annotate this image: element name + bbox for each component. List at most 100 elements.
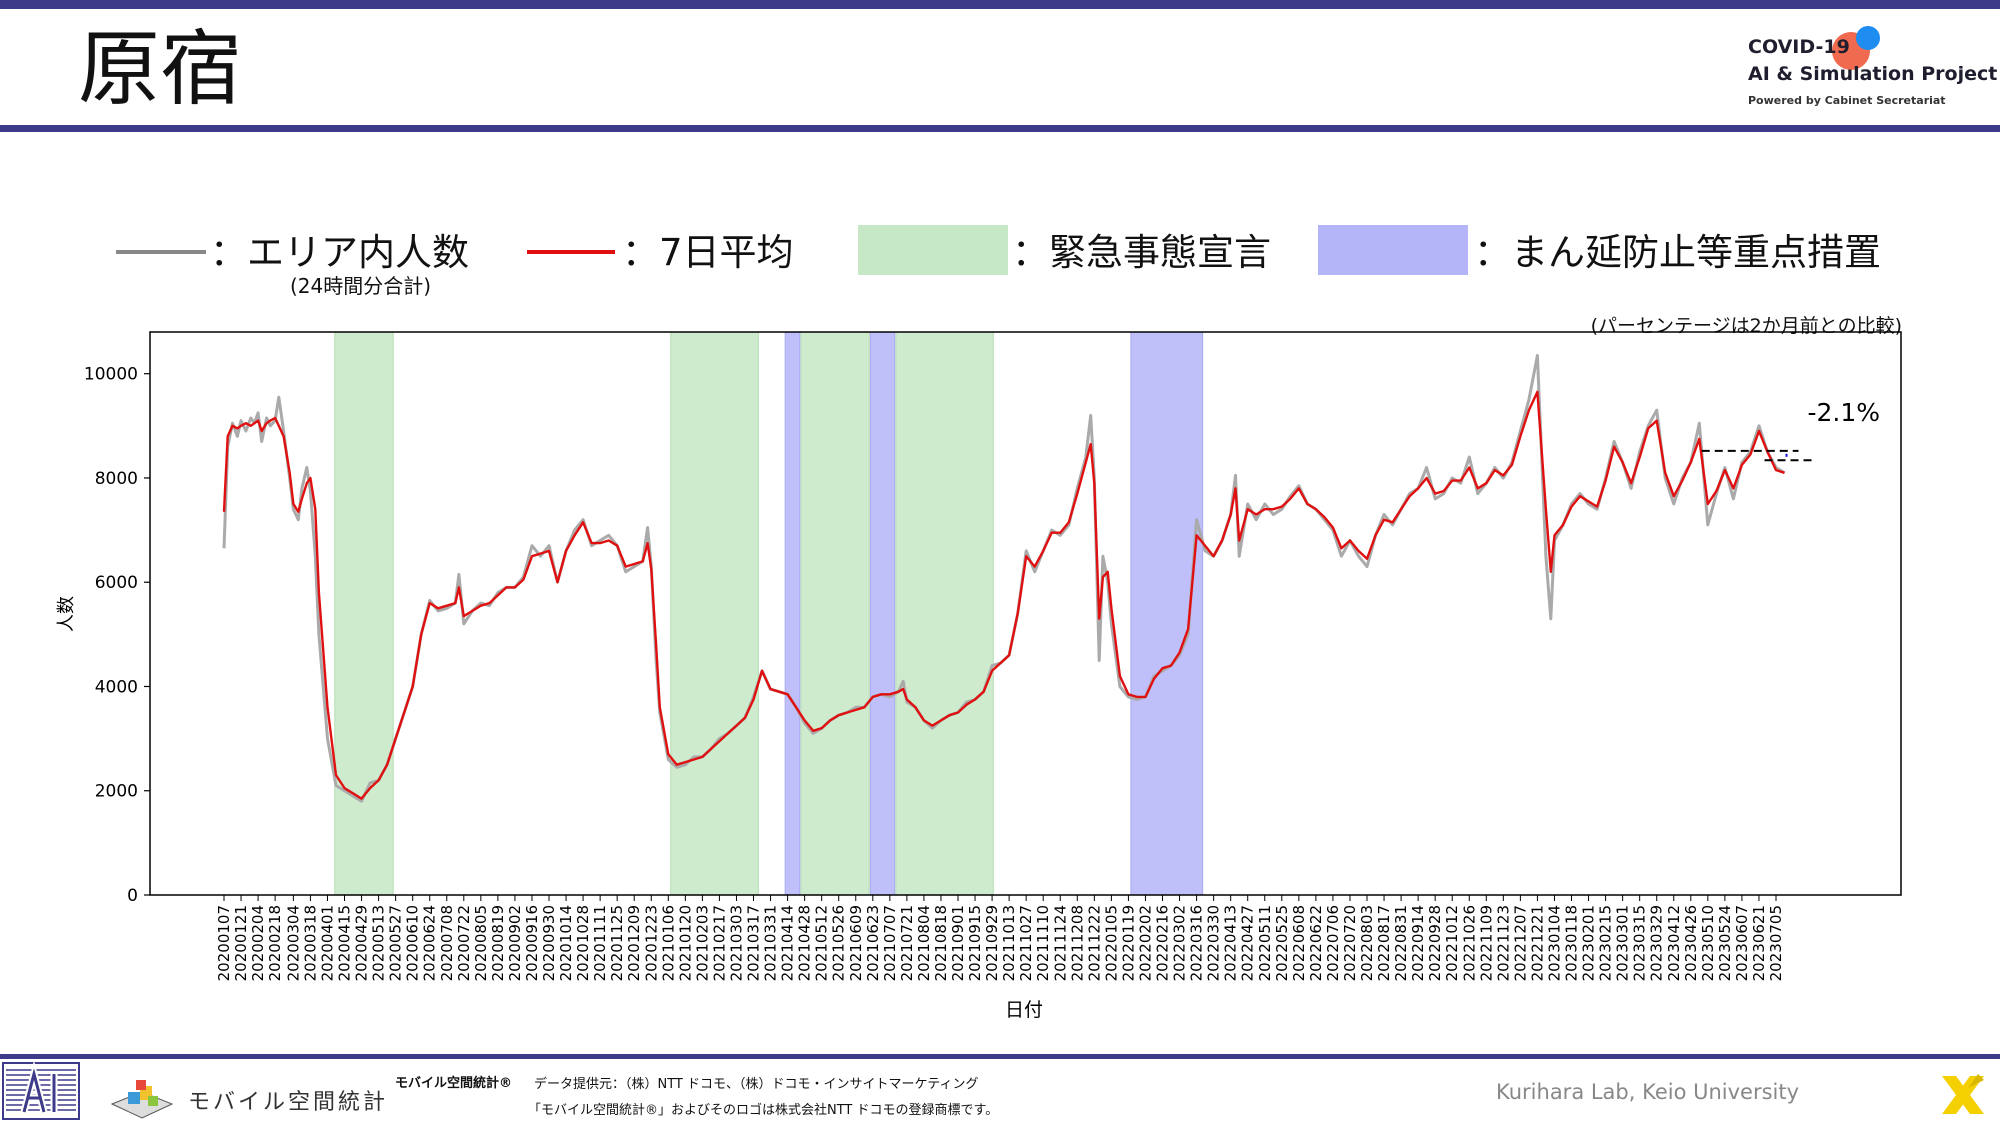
x-tick-label: 20200204 — [249, 905, 267, 981]
x-tick-label: 20200415 — [336, 905, 354, 981]
brand-blue-dot — [1856, 26, 1880, 50]
x-tick-label: 20230510 — [1699, 905, 1717, 981]
period-band-1 — [670, 331, 759, 896]
x-tick-label: 20201209 — [625, 905, 643, 981]
plot-frame — [149, 331, 1902, 896]
period-band-6 — [1130, 331, 1204, 896]
x-tick-label: 20210804 — [915, 905, 933, 981]
x-tick-label: 20211027 — [1017, 905, 1035, 981]
legend-label-area-count: ：エリア内人数 — [210, 231, 469, 274]
mobile-stats-cube-icon — [110, 1080, 174, 1119]
x-tick-label: 20210707 — [881, 905, 899, 981]
x-tick-label: 20200218 — [266, 905, 284, 981]
brand-line3: Powered by Cabinet Secretariat — [1748, 94, 1946, 107]
x-tick-label: 20230118 — [1563, 905, 1581, 981]
series-line-area-count — [222, 354, 1786, 803]
x-tick-label: 20201223 — [642, 905, 660, 981]
x-tick-label: 20230315 — [1631, 905, 1649, 981]
x-tick-label: 20230607 — [1733, 905, 1751, 981]
ai-lab-logo-icon — [2, 1062, 80, 1120]
y-tick-label: 8000 — [95, 469, 138, 489]
x-tick-label: 20220216 — [1154, 905, 1172, 981]
x-tick-label: 20210317 — [745, 905, 763, 981]
legend-label-emergency: ：緊急事態宣言 — [1012, 231, 1271, 274]
x-tick-label: 20200610 — [404, 905, 422, 981]
mobile-stats-logo-text: モバイル空間統計 — [188, 1090, 389, 1115]
legend-swatch-7day-avg — [527, 250, 615, 254]
y-tick-label: 4000 — [95, 677, 138, 697]
x-tick-label: 20200819 — [489, 905, 507, 981]
x-tick-label: 20220803 — [1358, 905, 1376, 981]
series-lines — [222, 354, 1786, 803]
x-tick-label: 20210512 — [813, 905, 831, 981]
x-tick-label: 20221207 — [1511, 905, 1529, 981]
x-axis-label: 日付 — [1005, 999, 1043, 1021]
x-tick-label: 20210901 — [949, 905, 967, 981]
period-band-3 — [800, 331, 870, 896]
x-tick-label: 20200107 — [215, 905, 233, 981]
x-tick-label: 20221221 — [1528, 905, 1546, 981]
x-tick-label: 20230426 — [1682, 905, 1700, 981]
footer-trademark: 「モバイル空間統計®」およびそのロゴは株式会社NTT ドコモの登録商標です。 — [528, 1103, 999, 1118]
period-band-4 — [869, 331, 896, 896]
period-bands — [334, 331, 1204, 896]
x-tick-label: 20220608 — [1290, 905, 1308, 981]
footer-mobile-stats-title: モバイル空間統計® — [395, 1076, 513, 1091]
x-tick-label: 20200722 — [455, 905, 473, 981]
y-axis: 0 2000 4000 6000 8000 10000 — [84, 365, 150, 906]
footer-data-provider: データ提供元：（株）NTT ドコモ、（株）ドコモ・インサイトマーケティング — [534, 1077, 979, 1092]
x-tick-label: 20210526 — [830, 905, 848, 981]
x-tick-label: 20211124 — [1051, 905, 1069, 981]
x-tick-label: 20210915 — [966, 905, 984, 981]
top-accent-bar — [0, 0, 2000, 9]
x-tick-label: 20220427 — [1239, 905, 1257, 981]
period-band-0 — [334, 331, 394, 896]
x-tick-label: 20220914 — [1409, 905, 1427, 981]
x-tick-label: 20210609 — [847, 905, 865, 981]
footer-lab-name: Kurihara Lab, Keio University — [1496, 1080, 1800, 1104]
x-tick-label: 20211110 — [1034, 905, 1052, 981]
x-tick-label: 20230621 — [1750, 905, 1768, 981]
x-tick-label: 20230412 — [1665, 905, 1683, 981]
x-logo-icon — [1942, 1074, 1984, 1114]
legend-label-priority: ：まん延防止等重点措置 — [1474, 231, 1881, 274]
x-tick-label: 20211013 — [1000, 905, 1018, 981]
x-tick-label: 20220316 — [1188, 905, 1206, 981]
legend-label-7day-avg: ：7日平均 — [622, 231, 794, 274]
x-tick-label: 20201028 — [574, 905, 592, 981]
x-tick-label: 20210414 — [779, 905, 797, 981]
x-tick-label: 20230215 — [1597, 905, 1615, 981]
x-tick-label: 20200121 — [232, 905, 250, 981]
x-tick-label: 20220105 — [1102, 905, 1120, 981]
x-tick-label: 20220831 — [1392, 905, 1410, 981]
y-tick-label: 0 — [127, 886, 138, 906]
x-tick-label: 20220511 — [1256, 905, 1274, 981]
x-tick-label: 20200624 — [421, 905, 439, 981]
x-tick-label: 20210721 — [898, 905, 916, 981]
x-tick-label: 20220119 — [1119, 905, 1137, 981]
legend-swatch-emergency — [858, 225, 1008, 275]
x-tick-label: 20200805 — [472, 905, 490, 981]
period-band-2 — [784, 331, 801, 896]
x-tick-label: 20230301 — [1614, 905, 1632, 981]
comparison-annotation: -2.1% — [1701, 398, 1880, 462]
x-tick-label: 20201125 — [608, 905, 626, 981]
x-tick-label: 20221123 — [1494, 905, 1512, 981]
period-band-5 — [895, 331, 994, 896]
x-tick-label: 20200902 — [506, 905, 524, 981]
y-tick-label: 6000 — [95, 573, 138, 593]
series-line-7day-avg — [222, 390, 1785, 800]
footer-divider-bar — [0, 1054, 2000, 1059]
x-tick-label: 20210623 — [864, 905, 882, 981]
y-tick-label: 10000 — [84, 365, 138, 385]
x-tick-label: 20230329 — [1648, 905, 1666, 981]
x-tick-label: 20210428 — [796, 905, 814, 981]
x-tick-label: 20221109 — [1477, 905, 1495, 981]
x-tick-label: 20220525 — [1273, 905, 1291, 981]
x-tick-label: 20230705 — [1767, 905, 1785, 981]
page-title: 原宿 — [78, 22, 243, 117]
x-tick-label: 20200930 — [540, 905, 558, 981]
x-tick-label: 20220202 — [1137, 905, 1155, 981]
x-tick-label: 20200429 — [353, 905, 371, 981]
x-tick-label: 20200401 — [319, 905, 337, 981]
